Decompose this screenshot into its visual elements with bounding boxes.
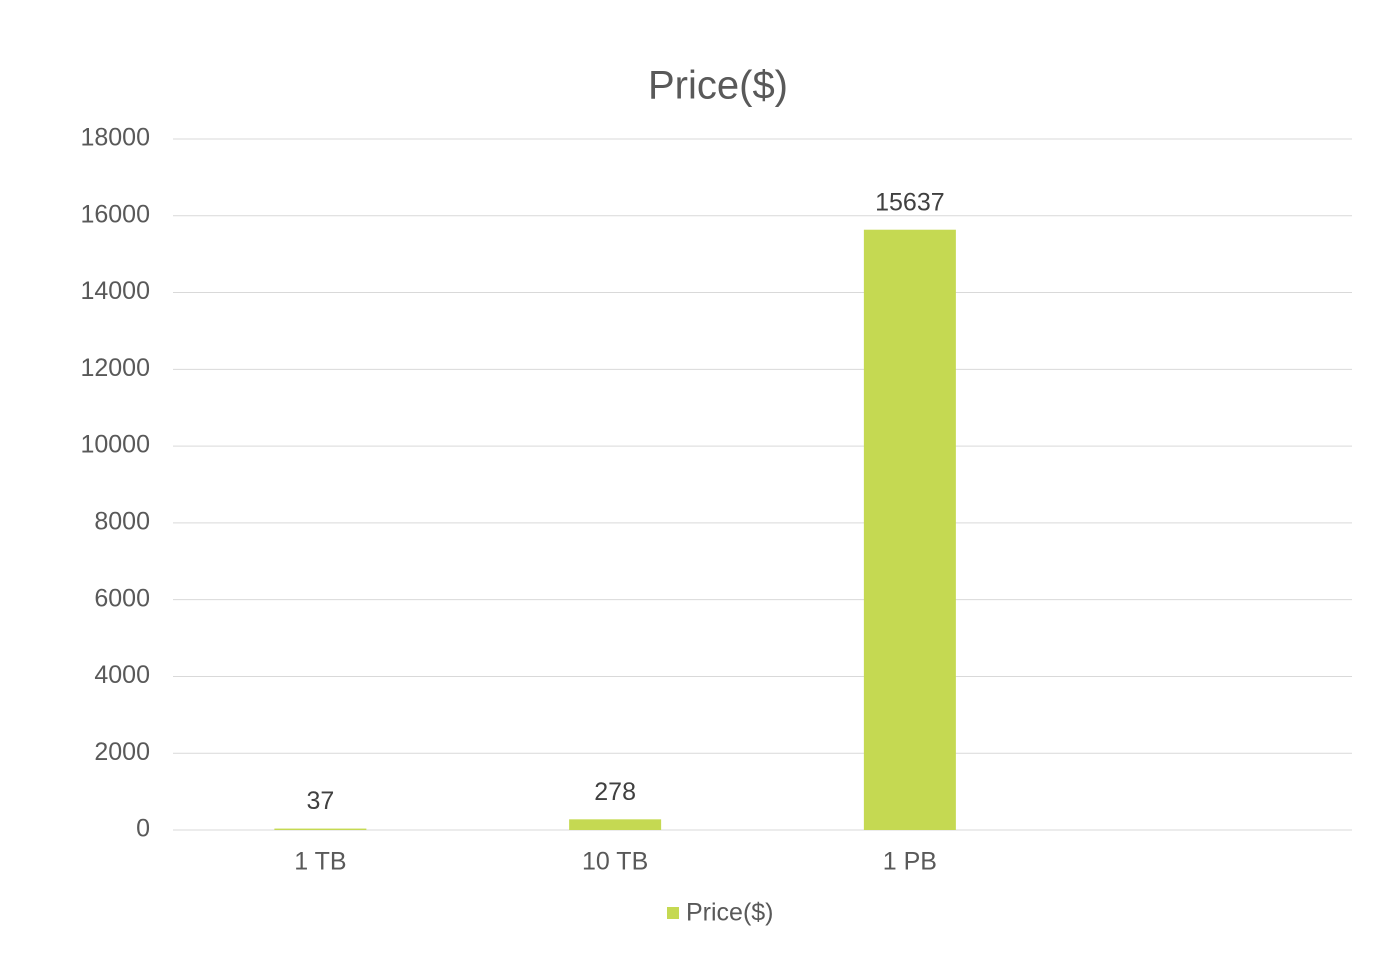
- bar: [569, 819, 662, 830]
- data-label: 15637: [875, 188, 945, 216]
- y-tick-label: 0: [136, 815, 150, 843]
- x-tick-label: 10 TB: [582, 848, 648, 876]
- data-label: 37: [306, 787, 334, 815]
- y-tick-label: 8000: [94, 507, 150, 535]
- y-tick-label: 6000: [94, 584, 150, 612]
- legend-label: Price($): [686, 899, 774, 927]
- x-tick-label: 1 TB: [294, 848, 346, 876]
- y-tick-label: 18000: [80, 124, 150, 152]
- y-tick-label: 14000: [80, 277, 150, 305]
- bar: [863, 229, 956, 830]
- y-tick-label: 2000: [94, 738, 150, 766]
- chart-title: Price($): [648, 64, 788, 108]
- x-tick-label: 1 PB: [883, 848, 937, 876]
- legend-swatch: [667, 907, 679, 919]
- bar: [274, 828, 367, 830]
- y-tick-label: 4000: [94, 661, 150, 689]
- y-tick-label: 10000: [80, 431, 150, 459]
- y-tick-label: 16000: [80, 200, 150, 228]
- data-label: 278: [594, 778, 636, 806]
- y-tick-label: 12000: [80, 354, 150, 382]
